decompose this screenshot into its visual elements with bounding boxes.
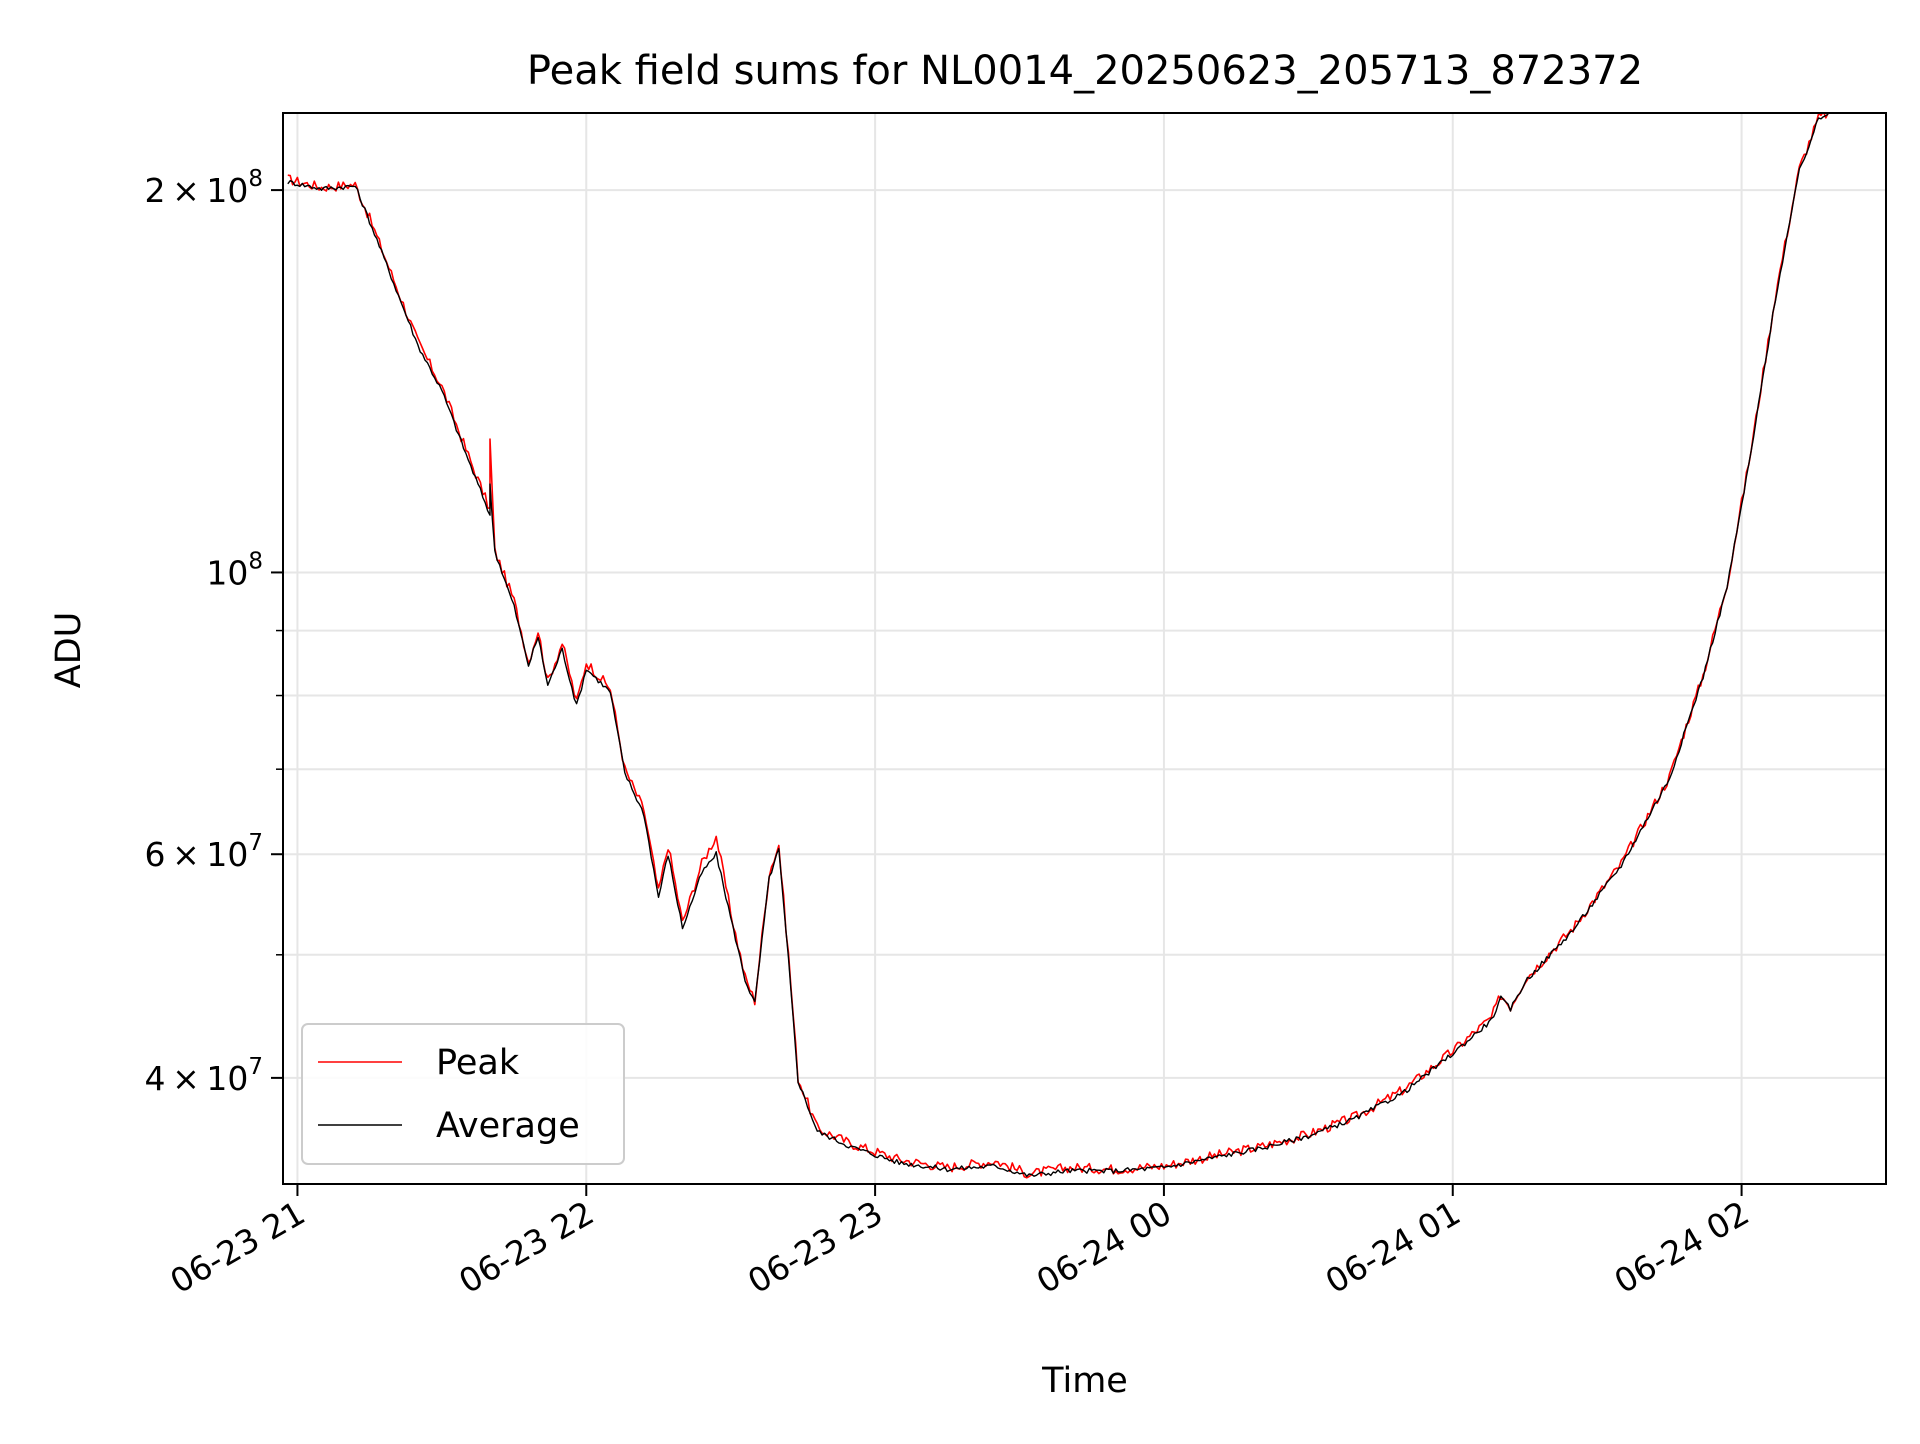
legend-box xyxy=(301,1023,625,1165)
y-tick-label: 4 × 107 xyxy=(145,1054,263,1098)
series-line-average xyxy=(287,113,1829,1178)
y-tick-label: 2 × 108 xyxy=(145,166,263,210)
legend: Peak Average xyxy=(301,1023,625,1165)
legend-label-average: Average xyxy=(436,1106,580,1146)
plot-frame xyxy=(282,112,1887,1185)
grid xyxy=(283,113,1886,1184)
y-tick-label: 6 × 107 xyxy=(145,830,263,874)
x-axis-label: Time xyxy=(1041,1361,1128,1401)
chart-title: Peak field sums for NL0014_20250623_2057… xyxy=(527,48,1643,94)
legend-label-peak: Peak xyxy=(436,1043,520,1083)
y-axis-label: ADU xyxy=(49,612,89,689)
plot-lines xyxy=(287,113,1829,1179)
